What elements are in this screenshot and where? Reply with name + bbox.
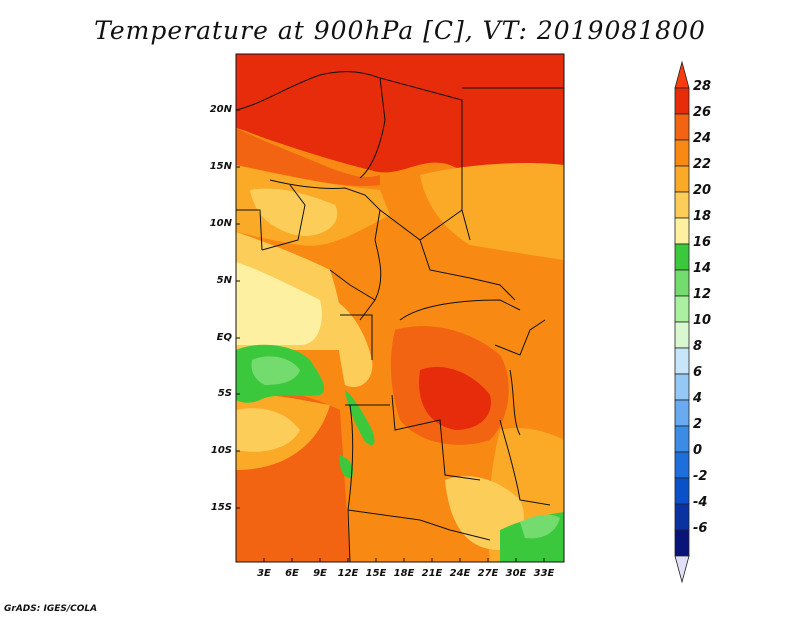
colorbar-label: 0 [693, 443, 703, 458]
x-tick-label: 6E [285, 568, 299, 579]
y-tick-label: EQ [216, 332, 232, 343]
y-tick-label: 5N [216, 275, 232, 286]
colorbar-segment [674, 399, 690, 427]
chart-title: Temperature at 900hPa [C], VT: 201908180… [94, 16, 706, 45]
y-tick-label: 20N [209, 104, 232, 115]
colorbar-segment [674, 60, 690, 89]
colorbar-label: 28 [693, 79, 712, 94]
y-tick-label: 15N [209, 161, 232, 172]
colorbar-label: 4 [693, 391, 703, 406]
colorbar-label: 2 [693, 417, 703, 432]
colorbar-label: 26 [693, 105, 712, 120]
x-tick-label: 18E [393, 568, 415, 579]
y-tick-label: 5S [217, 388, 232, 399]
colorbar-segment [674, 477, 690, 505]
colorbar-label: 6 [693, 365, 703, 380]
colorbar-segment [674, 87, 690, 115]
colorbar-segment [674, 191, 690, 219]
colorbar-segment [674, 165, 690, 193]
colorbar-segment [674, 347, 690, 375]
colorbar-label: 18 [693, 209, 712, 224]
colorbar-segment [674, 243, 690, 271]
x-tick-label: 15E [365, 568, 387, 579]
x-tick-label: 12E [337, 568, 359, 579]
colorbar-segment [674, 295, 690, 323]
colorbar-segment [674, 503, 690, 531]
x-tick-label: 3E [257, 568, 271, 579]
colorbar-label: -6 [693, 521, 708, 536]
colorbar-segment [674, 555, 690, 584]
colorbar-label: 10 [693, 313, 712, 328]
colorbar-segment [674, 139, 690, 167]
x-tick-label: 30E [505, 568, 527, 579]
colorbar [674, 60, 690, 584]
colorbar-segment [674, 269, 690, 297]
x-tick-label: 21E [421, 568, 443, 579]
colorbar-segment [674, 425, 690, 453]
temperature-field [236, 54, 564, 562]
colorbar-label: 22 [693, 157, 712, 172]
colorbar-label: 16 [693, 235, 712, 250]
x-tick-label: 9E [313, 568, 327, 579]
map-frame [235, 53, 565, 563]
colorbar-segment [674, 321, 690, 349]
colorbar-segment [674, 529, 690, 557]
x-tick-label: 27E [477, 568, 499, 579]
colorbar-label: 24 [693, 131, 712, 146]
x-tick-label: 33E [533, 568, 555, 579]
colorbar-label: 8 [693, 339, 703, 354]
colorbar-label: 20 [693, 183, 712, 198]
credit-label: GrADS: IGES/COLA [4, 604, 98, 614]
y-tick-label: 10S [210, 445, 232, 456]
colorbar-segment [674, 451, 690, 479]
colorbar-label: -4 [693, 495, 708, 510]
x-tick-label: 24E [449, 568, 471, 579]
colorbar-segment [674, 373, 690, 401]
colorbar-label: 12 [693, 287, 712, 302]
colorbar-segment [674, 217, 690, 245]
y-tick-label: 10N [209, 218, 232, 229]
colorbar-segment [674, 113, 690, 141]
y-tick-label: 15S [210, 502, 232, 513]
colorbar-label: 14 [693, 261, 712, 276]
colorbar-label: -2 [693, 469, 708, 484]
